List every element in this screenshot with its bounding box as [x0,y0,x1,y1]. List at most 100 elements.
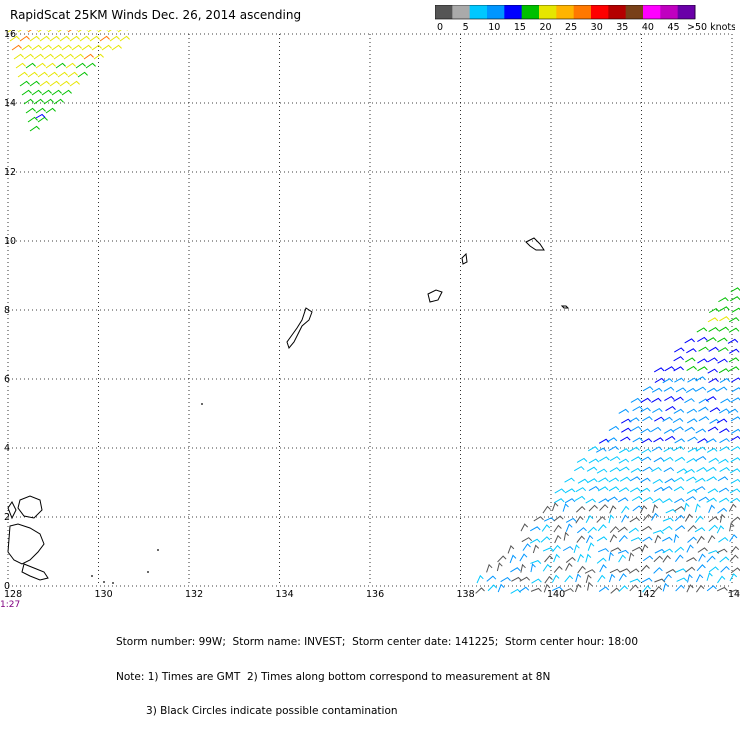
wind-barb [674,498,685,504]
wind-barb [686,348,697,354]
wind-barb [33,53,44,60]
wind-barb [706,466,717,472]
island-dot [91,575,93,577]
legend-swatch [660,5,679,19]
wind-barb [676,468,688,474]
wind-barb [562,546,574,552]
island-outline [286,307,313,350]
wind-barb [662,498,673,504]
wind-barb [596,516,606,523]
legend-swatch [643,5,661,19]
wind-barb [729,522,735,532]
wind-barb [553,524,562,533]
wind-barb [631,495,643,502]
island-dot [201,403,203,405]
wind-barb [695,477,706,483]
wind-barb [731,307,740,313]
wind-barb [651,512,659,521]
wind-barb [708,326,719,333]
wind-barb [696,564,706,572]
legend-swatch [573,5,592,19]
wind-barb [718,487,730,493]
wind-barb [696,327,708,333]
wind-barb [698,398,710,404]
island-outline [21,563,49,581]
wind-barb [695,446,707,452]
wind-barb [639,505,648,514]
wind-barb [729,468,740,474]
wind-barb [588,458,600,464]
wind-barb [695,428,707,434]
wind-barb [642,496,654,502]
legend-swatch [539,5,557,19]
wind-barb [652,478,664,484]
wind-barb [575,515,584,524]
wind-barb [629,417,640,423]
wind-barb [728,589,740,594]
wind-barb [617,526,628,533]
wind-map: 128 130 132 134 136 138 140 142 144 16 14 12 10 8 6 4 2 0 [4,30,740,600]
wind-barb [500,576,511,583]
legend-label: 10 [488,22,500,33]
wind-barb [718,347,729,353]
wind-barb [519,576,531,582]
wind-barb [596,468,608,474]
wind-barb [542,563,552,572]
wind-barb [35,107,46,114]
wind-barb [641,577,653,583]
wind-barb [708,307,720,314]
wind-barb [554,488,566,494]
wind-barb [608,573,616,583]
wind-barb [53,98,64,105]
wind-barb [575,506,586,513]
wind-barb [674,554,684,562]
wind-barb [687,524,697,532]
wind-barb [596,557,607,564]
wind-barb [631,426,642,432]
wind-barb [71,44,82,51]
legend-swatch [435,5,453,19]
wind-barb [617,497,629,503]
wind-barb [663,428,675,434]
wind-barb [29,80,40,87]
wind-barb [99,35,110,42]
x-tick-label: 144 [728,589,740,600]
island-outline [461,252,468,265]
wind-barb [553,565,563,573]
wind-barb [687,536,697,543]
wind-barb [662,378,674,384]
wind-barb [642,386,654,392]
wind-barb [541,524,551,532]
wind-barb [632,437,643,443]
wind-barb [85,62,96,69]
wind-barb [683,502,690,512]
wind-barb [629,446,640,452]
wind-barb [618,458,630,464]
wind-barb [663,447,675,453]
wind-barb [47,71,58,78]
wind-barb [697,438,708,444]
wind-barb [706,387,718,393]
wind-barb [551,574,560,583]
wind-barb [708,524,719,532]
wind-barb [7,30,18,33]
wind-barb [77,30,88,33]
wind-barb [719,513,726,523]
wind-barb [588,485,600,492]
wind-barb [564,488,576,494]
wind-barb [686,476,697,482]
map-title: RapidScat 25KM Winds Dec. 26, 2014 ascen… [10,8,302,22]
wind-barb [654,416,665,422]
wind-barb [51,44,62,51]
wind-barb [552,544,561,553]
wind-barb [719,466,730,472]
island-outline [525,237,545,251]
wind-barb [509,554,517,564]
wind-barb [731,377,740,383]
wind-barb [654,548,666,554]
wind-barb [540,536,551,543]
wind-barb [673,533,680,543]
note-line-1: Note: 1) Times are GMT 2) Times along bo… [116,670,551,683]
wind-barb [59,35,70,42]
wind-barb [674,438,685,444]
